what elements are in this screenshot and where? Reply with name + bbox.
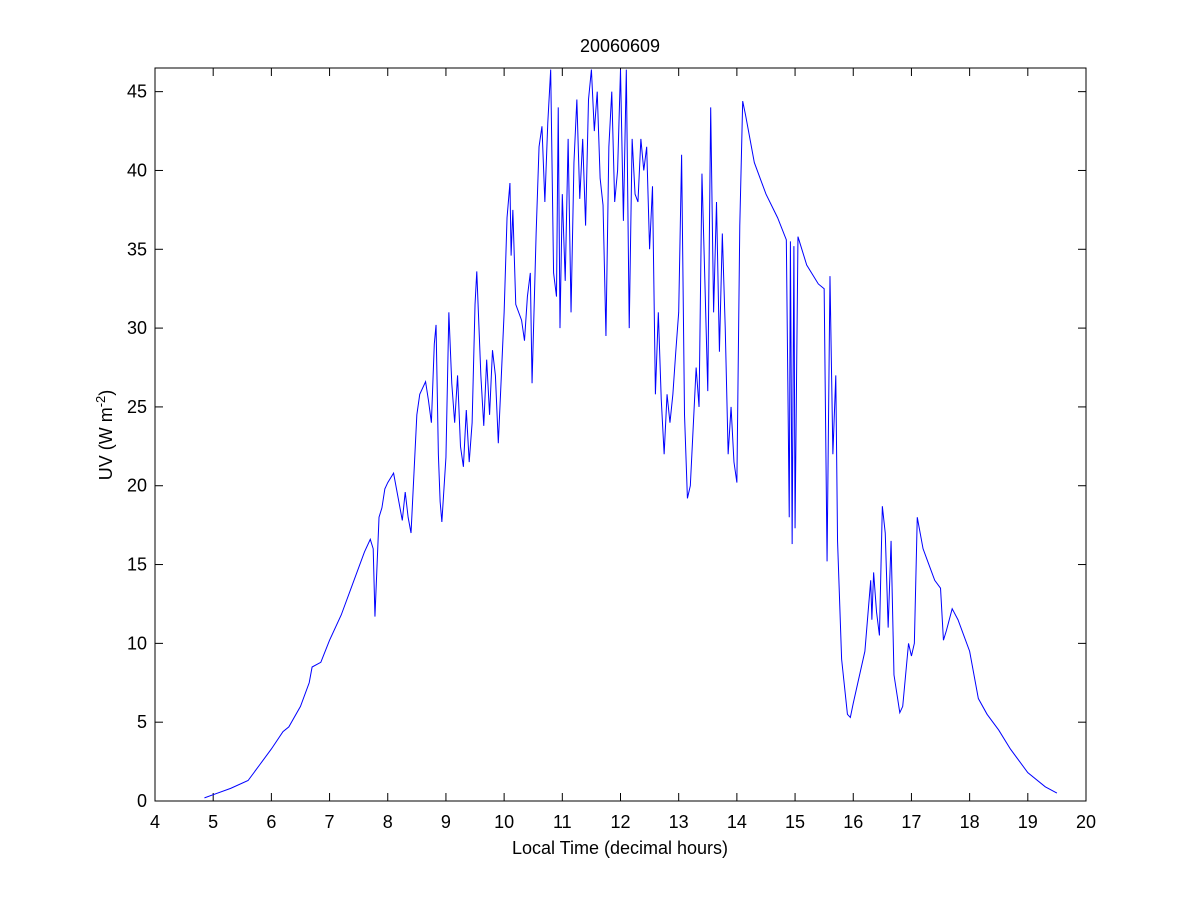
y-tick-label: 25	[127, 397, 147, 417]
x-tick-label: 11	[553, 812, 572, 832]
x-tick-label: 20	[1076, 812, 1096, 832]
y-tick-label: 0	[137, 791, 147, 811]
data-line	[204, 69, 1058, 799]
chart-title: 20060609	[580, 36, 660, 56]
y-tick-label: 15	[127, 555, 147, 575]
x-tick-label: 17	[901, 812, 921, 832]
x-tick-label: 16	[843, 812, 863, 832]
x-tick-label: 8	[383, 812, 393, 832]
x-tick-label: 10	[494, 812, 514, 832]
x-tick-label: 12	[610, 812, 630, 832]
y-tick-label: 40	[127, 160, 147, 180]
x-axis-label: Local Time (decimal hours)	[512, 838, 728, 858]
y-tick-label: 5	[137, 712, 147, 732]
y-tick-label: 30	[127, 318, 147, 338]
y-label-text: UV (W m	[96, 407, 116, 480]
x-tick-label: 5	[208, 812, 218, 832]
x-tick-label: 13	[669, 812, 689, 832]
y-tick-label: 20	[127, 476, 147, 496]
x-tick-label: 19	[1018, 812, 1038, 832]
y-axis-label: UV (W m-2)	[93, 390, 116, 481]
x-tick-label: 14	[727, 812, 747, 832]
y-label-sup: -2	[93, 396, 108, 408]
x-tick-label: 6	[266, 812, 276, 832]
y-tick-label: 45	[127, 82, 147, 102]
x-tick-label: 15	[785, 812, 805, 832]
x-tick-label: 7	[325, 812, 335, 832]
y-label-suffix: )	[96, 390, 116, 396]
plot-frame	[154, 67, 1087, 802]
y-tick-label: 35	[127, 239, 147, 259]
y-tick-label: 10	[127, 633, 147, 653]
x-tick-label: 4	[150, 812, 160, 832]
x-tick-label: 18	[960, 812, 980, 832]
x-tick-label: 9	[441, 812, 451, 832]
